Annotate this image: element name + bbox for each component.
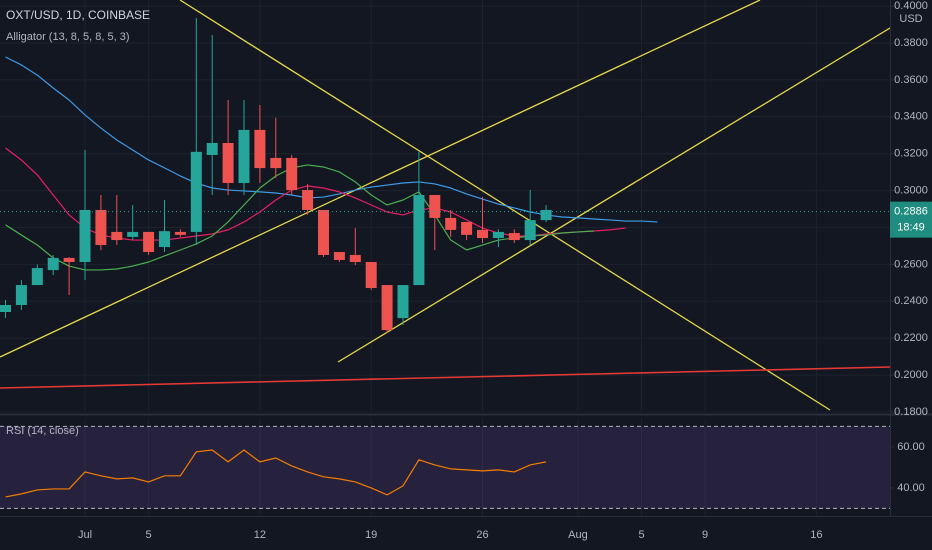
rsi-pane [0, 418, 890, 516]
countdown-label: 18:49 [897, 222, 925, 234]
candle-body [333, 252, 345, 260]
y-tick-label: 0.3200 [894, 148, 928, 160]
candle-body [174, 231, 186, 235]
candle-body [95, 209, 107, 246]
candle-body [79, 209, 91, 262]
candle-body [508, 233, 520, 241]
y-tick-label: 0.3400 [894, 111, 928, 123]
main-pane [0, 0, 890, 412]
candle-body [238, 129, 250, 184]
x-tick-label: Jul [78, 529, 92, 541]
candle-body [127, 231, 139, 237]
candle-body [0, 304, 11, 312]
last-price-label: 0.2886 [894, 206, 928, 218]
candle-body [429, 195, 441, 218]
candle-body [206, 142, 218, 155]
candle-body [47, 257, 59, 271]
rsi-title: RSI (14, close) [6, 425, 79, 437]
candle-body [413, 195, 425, 286]
candle-body [381, 285, 393, 331]
candle-body [524, 220, 536, 241]
candle-body [111, 231, 123, 241]
x-tick-label: 9 [702, 529, 708, 541]
y-tick-label: 0.3800 [894, 37, 928, 49]
y-tick-label: 0.3000 [894, 185, 928, 197]
symbol-title: OXT/USD, 1D, COINBASE [6, 8, 150, 22]
x-tick-label: 16 [810, 529, 822, 541]
y-axis-label: USD [899, 13, 922, 25]
trend-line [179, 0, 831, 411]
horizontal-line [0, 366, 890, 389]
candle-body [302, 190, 314, 210]
last-price-box [890, 201, 932, 238]
candle-body [63, 257, 75, 262]
candle-body [365, 261, 377, 289]
candle-body [492, 231, 504, 239]
candle-body [31, 268, 43, 286]
x-tick-label: 5 [638, 529, 644, 541]
candle-body [159, 231, 170, 248]
x-tick-label: Aug [568, 529, 588, 541]
x-tick-label: 12 [254, 529, 266, 541]
indicator-label: Alligator (13, 8, 5, 8, 5, 3) [6, 31, 130, 43]
candle-body [286, 157, 298, 191]
rsi-line [5, 449, 547, 498]
candle-body [445, 217, 457, 230]
y-tick-label: 0.4000 [894, 0, 928, 12]
candle-body [15, 285, 27, 305]
trend-lines [0, 0, 890, 411]
y-tick-label: 0.1800 [894, 406, 928, 418]
y-tick-label: 0.2600 [894, 258, 928, 270]
candle-body [318, 209, 329, 255]
candle-body [397, 285, 409, 319]
candle-body [254, 129, 266, 169]
trend-line [337, 27, 890, 363]
candle-body [222, 142, 234, 184]
y-tick-label: 0.2400 [894, 295, 928, 307]
x-tick-label: 19 [365, 529, 377, 541]
candle-body [190, 151, 202, 232]
candle-body [477, 229, 488, 239]
x-tick-label: 26 [476, 529, 488, 541]
candle-body [461, 221, 473, 235]
trend-line [0, 0, 761, 358]
x-tick-label: 5 [146, 529, 152, 541]
rsi-y-tick-label: 40.00 [897, 482, 925, 494]
candle-body [540, 209, 552, 221]
y-tick-label: 0.2200 [894, 332, 928, 344]
rsi-y-tick-label: 60.00 [897, 441, 925, 453]
candle-body [143, 231, 155, 253]
alligator-line [5, 164, 594, 271]
alligator-line [5, 147, 626, 241]
candle-body [349, 254, 361, 262]
y-tick-label: 0.2000 [894, 369, 928, 381]
candle-body [270, 157, 282, 169]
overlay: 0.18000.20000.22000.24000.26000.28000.30… [78, 0, 932, 541]
y-tick-label: 0.3600 [894, 74, 928, 86]
